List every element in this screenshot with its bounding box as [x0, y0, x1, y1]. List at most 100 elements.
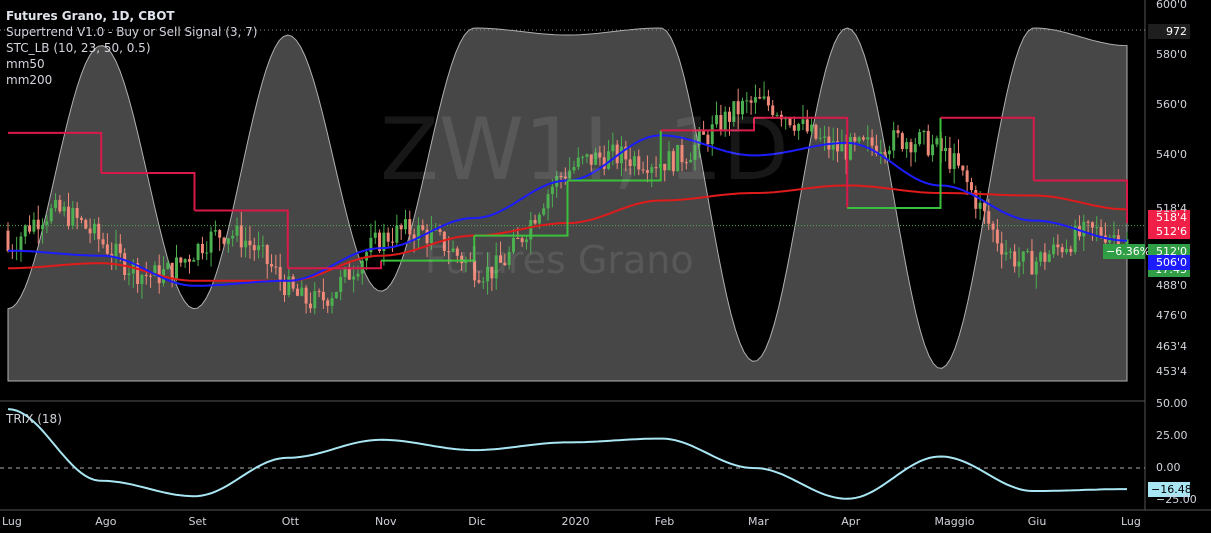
price-tag: 972 [1148, 24, 1190, 39]
candle-body [447, 251, 451, 253]
candle-body [896, 130, 900, 134]
candle-body [226, 238, 230, 244]
candle-body [1000, 243, 1004, 255]
candle-body [391, 241, 395, 243]
trix-axis-tick: 0.00 [1156, 461, 1181, 474]
candle-body [399, 225, 403, 230]
candle-body [123, 253, 127, 275]
candle-body [1017, 261, 1021, 267]
candle-body [1125, 239, 1129, 247]
candle-body [291, 276, 295, 289]
legend-mm200[interactable]: mm200 [6, 73, 53, 87]
candle-body [982, 202, 986, 212]
candle-body [905, 142, 909, 149]
candle-body [252, 245, 256, 251]
candle-body [861, 137, 865, 140]
candle-body [516, 238, 520, 240]
candle-body [313, 291, 317, 309]
candle-body [183, 259, 187, 263]
candle-body [425, 229, 429, 244]
price-tag: 512'6 [1148, 223, 1190, 239]
candle-body [196, 243, 200, 261]
candle-body [1108, 237, 1112, 243]
candle-body [157, 265, 161, 284]
candle-body [382, 232, 386, 252]
candle-body [602, 157, 606, 169]
candle-body [287, 276, 291, 296]
candle-body [79, 217, 83, 220]
candle-body [477, 280, 481, 283]
candle-body [58, 199, 62, 212]
candle-body [909, 142, 913, 153]
candle-body [715, 115, 719, 125]
legend-stc[interactable]: STC_LB (10, 23, 50, 0.5) [6, 41, 151, 55]
candle-body [667, 151, 671, 171]
candle-body [317, 291, 321, 293]
time-axis-tick: Apr [841, 515, 861, 528]
candle-body [192, 260, 196, 262]
supertrend-segment [754, 116, 849, 209]
candle-body [831, 141, 835, 150]
candle-body [416, 225, 420, 241]
candle-body [952, 153, 956, 169]
candle-body [801, 119, 805, 124]
candle-body [248, 240, 252, 246]
candle-body [174, 257, 178, 280]
symbol-title[interactable]: Futures Grano, 1D, CBOT [6, 9, 175, 23]
supertrend-segment [847, 117, 942, 210]
candle-body [645, 170, 649, 173]
candle-body [1008, 251, 1012, 253]
candle-body [1116, 235, 1120, 251]
supertrend-segment [101, 171, 196, 211]
candle-body [753, 97, 757, 103]
price-axis-tick: 476'0 [1156, 308, 1188, 322]
supertrend-segment [1033, 179, 1128, 224]
candle-body [421, 225, 425, 230]
candle-body [1060, 247, 1064, 253]
candle-body [529, 219, 533, 240]
candle-body [520, 238, 524, 243]
candle-body [257, 245, 261, 251]
candle-body [209, 231, 213, 253]
candle-body [481, 281, 485, 283]
trix-legend[interactable]: TRIX (18) [6, 412, 62, 426]
time-axis-tick: Nov [375, 515, 397, 528]
candle-body [455, 248, 459, 256]
candle-body [805, 119, 809, 132]
candle-body [274, 266, 278, 268]
legend-mm50[interactable]: mm50 [6, 57, 45, 71]
candle-body [710, 124, 714, 145]
candle-body [615, 144, 619, 164]
price-axis-tick: 463'4 [1156, 340, 1188, 354]
candle-body [62, 206, 66, 212]
candle-body [771, 105, 775, 116]
supertrend-segment [567, 130, 662, 182]
time-axis-tick: 2020 [561, 515, 590, 528]
candle-body [844, 144, 848, 160]
candle-body [1039, 252, 1043, 262]
candle-body [179, 257, 183, 263]
candle-body [153, 265, 157, 277]
legend-supertrend[interactable]: Supertrend V1.0 - Buy or Sell Signal (3,… [6, 25, 258, 39]
candle-body [624, 146, 628, 160]
candle-body [339, 276, 343, 292]
candle-body [213, 230, 217, 232]
candle-body [572, 166, 576, 171]
candle-body [429, 229, 433, 244]
price-axis-tick: 453'4 [1156, 365, 1188, 379]
candle-body [987, 211, 991, 224]
chart-legend: Futures Grano, 1D, CBOT Supertrend V1.0 … [6, 8, 257, 88]
candle-body [762, 96, 766, 99]
candle-body [261, 245, 265, 247]
candle-body [1026, 250, 1030, 252]
candle-body [740, 100, 744, 115]
candle-body [136, 263, 140, 284]
candle-body [736, 101, 740, 115]
candle-body [23, 225, 27, 237]
candle-body [438, 229, 442, 232]
time-axis-tick: Ago [95, 515, 117, 528]
candle-body [680, 145, 684, 163]
candle-body [671, 151, 675, 172]
candle-body [576, 157, 580, 167]
